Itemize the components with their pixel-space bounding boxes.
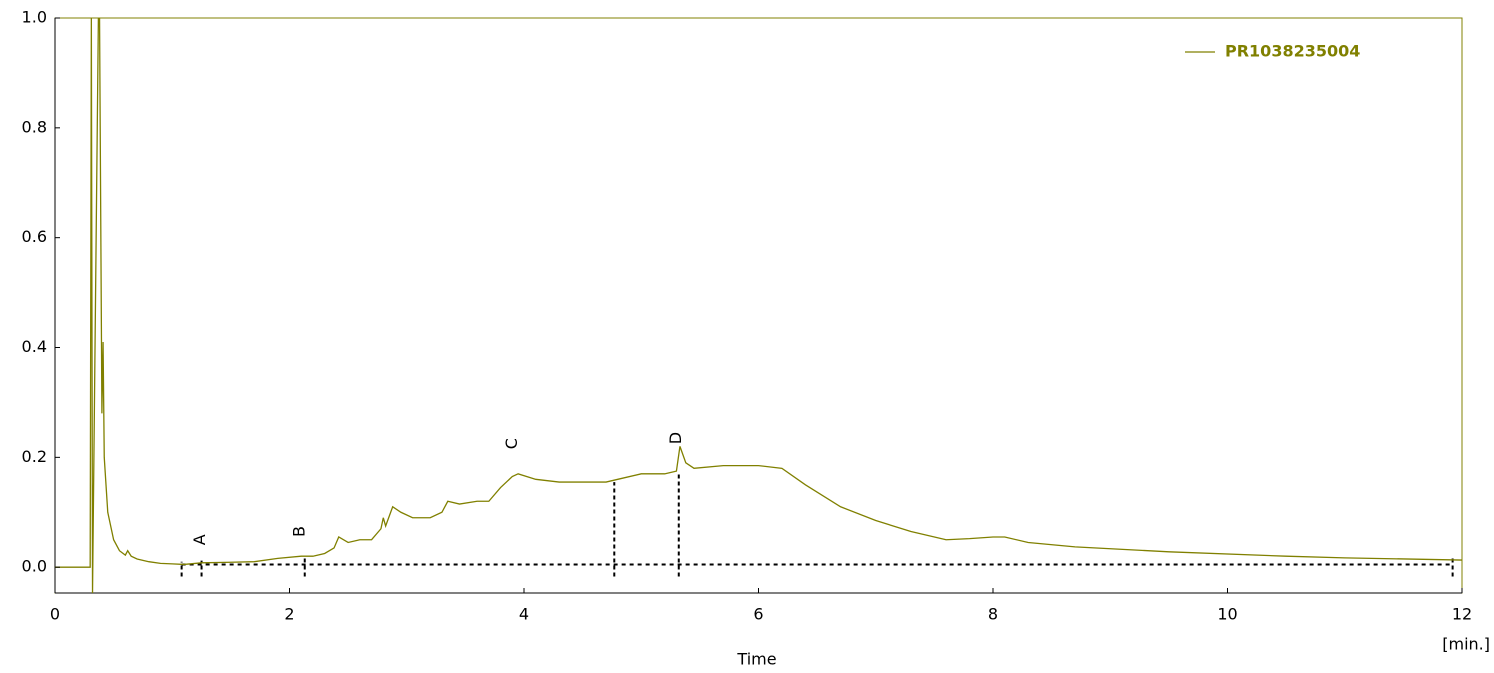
x-tick-label: 0 <box>50 605 60 624</box>
x-tick-label: 4 <box>519 605 529 624</box>
y-tick-label: 0.0 <box>22 557 47 576</box>
peak-label: C <box>502 438 521 449</box>
x-tick-label: 10 <box>1217 605 1237 624</box>
y-tick-label: 0.6 <box>22 227 47 246</box>
y-tick-label: 1.0 <box>22 8 47 27</box>
y-tick-label: 0.4 <box>22 337 47 356</box>
plot-frame <box>54 17 1463 594</box>
x-axis-title: Time <box>736 650 776 669</box>
x-axis-unit: [min.] <box>1442 635 1490 654</box>
x-tick-label: 6 <box>753 605 763 624</box>
y-tick-label: 0.8 <box>22 117 47 136</box>
peak-label: B <box>290 526 309 537</box>
legend-label: PR1038235004 <box>1225 42 1360 61</box>
x-tick-label: 8 <box>988 605 998 624</box>
trace-line <box>55 18 1462 593</box>
peak-label: A <box>190 534 209 545</box>
x-tick-label: 2 <box>284 605 294 624</box>
plot-area <box>55 18 1462 593</box>
x-tick-label: 12 <box>1452 605 1472 624</box>
peak-label: D <box>666 432 685 444</box>
y-tick-label: 0.2 <box>22 447 47 466</box>
